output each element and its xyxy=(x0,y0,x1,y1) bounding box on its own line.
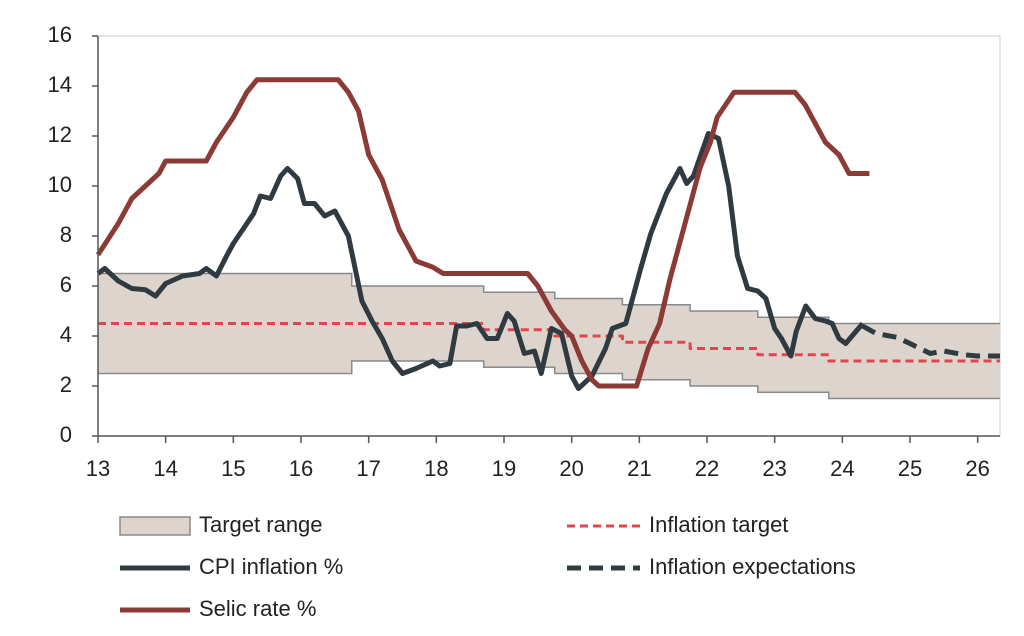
x-tick-label: 17 xyxy=(356,456,380,481)
y-tick-label: 10 xyxy=(48,172,72,197)
y-tick-label: 2 xyxy=(60,372,72,397)
y-tick-label: 12 xyxy=(48,122,72,147)
series-line xyxy=(96,131,865,391)
y-tick-label: 14 xyxy=(48,72,72,97)
y-tick-label: 0 xyxy=(60,422,72,447)
legend-label: CPI inflation % xyxy=(199,554,343,579)
band-edge xyxy=(98,360,1000,400)
y-tick-label: 16 xyxy=(48,22,72,47)
y-tick-label: 6 xyxy=(60,272,72,297)
x-tick-label: 21 xyxy=(627,456,651,481)
y-tick-label: 8 xyxy=(60,222,72,247)
x-tick-label: 23 xyxy=(762,456,786,481)
x-tick-label: 25 xyxy=(898,456,922,481)
series-line xyxy=(95,77,870,389)
x-tick-label: 20 xyxy=(559,456,583,481)
y-tick-label: 4 xyxy=(60,322,72,347)
x-tick-label: 26 xyxy=(965,456,989,481)
x-tick-label: 13 xyxy=(86,456,110,481)
x-tick-label: 18 xyxy=(424,456,448,481)
x-tick-label: 16 xyxy=(289,456,313,481)
x-tick-label: 19 xyxy=(492,456,516,481)
series-line xyxy=(861,323,1000,359)
band-edge xyxy=(98,272,1000,325)
legend-label: Inflation target xyxy=(649,512,788,537)
series-line xyxy=(98,322,1000,363)
legend-label: Inflation expectations xyxy=(649,554,856,579)
x-tick-label: 14 xyxy=(153,456,177,481)
x-tick-label: 24 xyxy=(830,456,854,481)
legend-label: Selic rate % xyxy=(199,596,316,621)
legend-label: Target range xyxy=(199,512,323,537)
legend-swatch xyxy=(119,516,191,536)
x-tick-label: 15 xyxy=(221,456,245,481)
x-tick-label: 22 xyxy=(695,456,719,481)
